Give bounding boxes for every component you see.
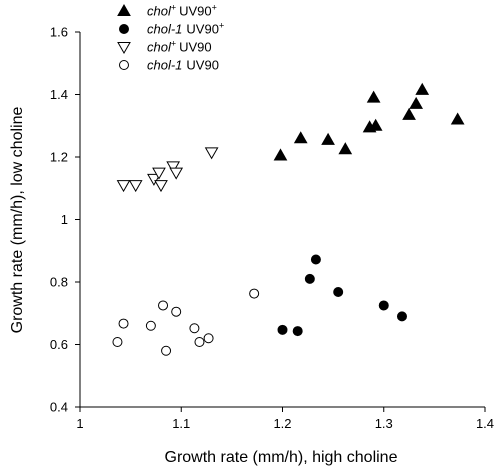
legend-marker <box>119 60 129 70</box>
data-point <box>450 112 465 125</box>
legend-item: chol-1 UV90 <box>119 58 219 73</box>
legend-marker <box>117 3 131 16</box>
data-point <box>396 311 407 322</box>
legend-genotype: chol <box>147 4 172 19</box>
data-point <box>154 180 168 193</box>
data-point <box>171 306 182 317</box>
legend-label: chol-1 UV90 <box>147 58 219 73</box>
legend-strain-sup: + <box>219 21 224 31</box>
legend-marker <box>119 24 129 34</box>
series-1-points <box>277 254 407 337</box>
legend-genotype: chol-1 <box>147 58 182 73</box>
legend-strain: UV90 <box>179 40 212 55</box>
data-point <box>277 324 288 335</box>
y-tick-label: 1.6 <box>50 25 68 40</box>
data-point <box>310 254 321 265</box>
data-point <box>169 167 184 180</box>
data-point <box>118 318 129 329</box>
legend-label: chol-1 UV90+ <box>147 21 224 37</box>
legend-strain: UV90 <box>186 22 219 37</box>
legend-strain-sup: + <box>212 3 217 13</box>
y-tick-label: 0.6 <box>50 337 68 352</box>
data-point <box>128 180 143 193</box>
y-axis-title: Growth rate (mm/h), low choline <box>9 107 26 334</box>
y-tick-label: 1.2 <box>50 150 68 165</box>
data-point <box>402 107 416 120</box>
x-tick-label: 1.2 <box>273 416 291 431</box>
legend-strain: UV90 <box>186 58 219 73</box>
y-tick-label: 0.4 <box>50 400 68 415</box>
legend-marker <box>117 42 131 55</box>
y-axis-ticks: 0.4 0.6 0.8 1 1.2 1.4 1.6 <box>50 25 80 415</box>
data-points <box>112 82 465 356</box>
data-point <box>304 273 315 284</box>
legend-item: chol+ UV90+ <box>117 3 217 19</box>
x-tick-label: 1.4 <box>476 416 494 431</box>
series-0-points <box>273 82 465 161</box>
data-point <box>409 96 424 109</box>
data-point <box>333 287 344 297</box>
data-point <box>249 288 260 299</box>
data-point <box>366 90 381 103</box>
data-point <box>368 118 383 131</box>
legend-item: chol+ UV90 <box>117 39 212 55</box>
legend-strain: UV90 <box>179 4 212 19</box>
data-point <box>116 180 131 193</box>
data-point <box>147 173 161 186</box>
data-point <box>194 337 205 347</box>
data-point <box>158 300 169 311</box>
series-2-points <box>116 147 219 193</box>
x-axis-title: Growth rate (mm/h), high choline <box>165 449 398 466</box>
data-point <box>145 320 156 331</box>
legend-label: chol+ UV90+ <box>147 3 217 19</box>
data-point <box>203 333 214 344</box>
data-point <box>161 345 172 356</box>
y-tick-label: 1 <box>61 212 68 227</box>
data-point <box>189 323 200 334</box>
legend-genotype-sup: + <box>171 3 176 13</box>
x-tick-label: 1 <box>76 416 83 431</box>
data-point <box>415 82 430 95</box>
data-point <box>338 142 353 155</box>
legend-item: chol-1 UV90+ <box>119 21 224 37</box>
legend-genotype-sup: + <box>171 39 176 49</box>
series-3-points <box>112 288 260 356</box>
data-point <box>166 161 181 174</box>
legend-genotype: chol-1 <box>147 22 182 37</box>
data-point <box>321 132 335 145</box>
data-point <box>273 148 288 161</box>
legend-genotype: chol <box>147 40 172 55</box>
data-point <box>293 131 308 144</box>
data-point <box>292 326 303 337</box>
y-tick-label: 0.8 <box>50 275 68 290</box>
data-point <box>378 300 389 311</box>
x-tick-label: 1.1 <box>172 416 190 431</box>
data-point <box>112 337 123 347</box>
x-axis-ticks: 1 1.1 1.2 1.3 1.4 <box>76 407 494 431</box>
y-tick-label: 1.4 <box>50 87 68 102</box>
data-point <box>152 167 166 180</box>
x-tick-label: 1.3 <box>375 416 393 431</box>
data-point <box>204 147 219 160</box>
legend-label: chol+ UV90 <box>147 39 212 55</box>
